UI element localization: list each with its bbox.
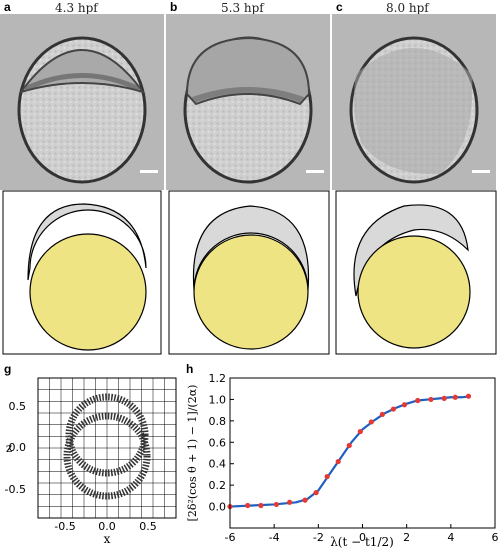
data-point <box>335 458 341 465</box>
data-point <box>273 501 279 508</box>
micrograph-c <box>332 14 496 190</box>
scale-bar <box>140 170 158 173</box>
mesh-panel-g: 0.5 0.0 -0.5 -0.5 0.0 0.5 x z <box>5 377 177 546</box>
data-point <box>428 396 434 403</box>
panel-label-b: b <box>170 0 178 14</box>
y-tick-label: 0.2 <box>209 479 227 492</box>
mesh-xlabel: x <box>104 532 111 546</box>
mesh-ytick: 0.0 <box>9 441 27 454</box>
micrograph-a <box>0 14 164 190</box>
panel-label-g: g <box>4 362 12 376</box>
data-point <box>302 497 308 503</box>
y-tick-label: 0.4 <box>209 458 227 471</box>
scale-bar <box>306 170 324 173</box>
panel-label-a: a <box>4 0 11 14</box>
series-line <box>229 395 471 508</box>
y-tick-label: 0.0 <box>209 501 227 514</box>
data-point <box>379 411 385 418</box>
data-point <box>452 394 458 400</box>
x-tick-label: -6 <box>225 531 236 544</box>
mesh-interface <box>65 393 149 477</box>
y-tick-label: 0.8 <box>209 415 227 428</box>
mesh-ytick: -0.5 <box>5 483 26 496</box>
mesh-interface <box>63 412 151 500</box>
x-tick-label: 0 <box>359 531 366 544</box>
schematic-d <box>2 190 162 355</box>
panel-title-b: 5.3 hpf <box>221 1 264 15</box>
panel-title-a: 4.3 hpf <box>55 1 98 15</box>
data-point <box>287 499 293 505</box>
data-point <box>465 393 472 399</box>
scale-bar <box>472 170 490 173</box>
mesh-xtick: 0.5 <box>139 520 157 533</box>
micrograph-row <box>0 14 496 190</box>
panel-label-c: c <box>336 0 343 14</box>
x-tick-label: -4 <box>269 531 280 544</box>
data-point <box>258 502 264 509</box>
x-tick-label: 4 <box>447 531 454 544</box>
data-point <box>390 406 397 412</box>
data-point <box>324 473 330 480</box>
data-point <box>401 402 408 408</box>
x-tick-label: 6 <box>492 531 498 544</box>
y-tick-label: 0.6 <box>209 436 227 449</box>
chart-frame <box>229 377 496 529</box>
mesh-ytick: 0.5 <box>9 400 27 413</box>
chart-xlabel: λ(t − t1/2) <box>330 535 394 549</box>
data-point <box>357 428 363 435</box>
panel-label-h: h <box>186 362 194 376</box>
data-point <box>346 442 352 449</box>
mesh-ylabel: z <box>6 441 12 455</box>
x-tick-label: -2 <box>313 531 324 544</box>
data-point <box>441 395 447 401</box>
data-point <box>368 419 374 425</box>
data-point <box>415 397 421 404</box>
mesh-xtick: 0.0 <box>98 520 116 533</box>
data-point <box>245 502 251 509</box>
y-tick-label: 1.2 <box>209 372 227 385</box>
schematic-e <box>168 190 330 355</box>
adaptive-mesh <box>37 377 177 519</box>
schematic-f <box>335 190 497 355</box>
chart-ylabel: [2δ²(cos θ + 1) − 1]/(2α) <box>186 385 199 522</box>
micrograph-b <box>166 14 330 190</box>
mesh-frame <box>37 377 177 519</box>
data-point <box>313 490 319 496</box>
mesh-xtick: -0.5 <box>54 520 75 533</box>
panel-title-c: 8.0 hpf <box>386 1 429 15</box>
x-tick-label: 2 <box>403 531 410 544</box>
y-tick-label: 1.0 <box>209 393 227 406</box>
chart-h: -6 -4 -2 0 2 4 6 0.0 0.2 0.4 0.6 0.8 1.0 1.2 λ(t − t1… <box>186 372 498 549</box>
schematic-row <box>2 190 497 355</box>
